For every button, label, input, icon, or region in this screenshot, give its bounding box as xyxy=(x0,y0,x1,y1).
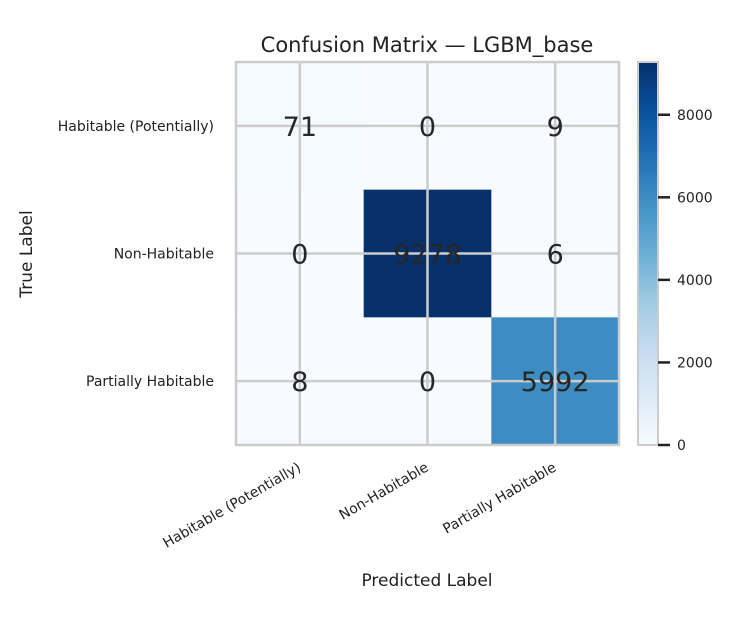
y-tick-label-0: Habitable (Potentially) xyxy=(58,119,214,135)
y-tick-labels: Habitable (Potentially) Non-Habitable Part… xyxy=(58,119,214,390)
colorbar-gradient xyxy=(637,61,659,446)
y-tick-label-1: Non-Habitable xyxy=(114,247,214,263)
colorbar-tick-label-2: 4000 xyxy=(677,273,713,289)
colorbar-tick-label-1: 2000 xyxy=(677,355,713,371)
colorbar-tick-label-4: 8000 xyxy=(677,108,713,124)
chart-title: Confusion Matrix — LGBM_base xyxy=(261,33,594,58)
x-tick-labels: Habitable (Potentially) Non-Habitable Part… xyxy=(161,460,560,552)
x-tick-label-2: Partially Habitable xyxy=(440,460,559,538)
y-tick-label-2: Partially Habitable xyxy=(86,374,214,390)
cell-value-1-2: 6 xyxy=(547,240,564,271)
cell-value-0-0: 71 xyxy=(283,112,317,143)
grid-lines xyxy=(236,62,619,445)
cell-value-0-2: 9 xyxy=(547,112,564,143)
colorbar-tick-label-0: 0 xyxy=(677,438,686,454)
plot-frame xyxy=(234,60,621,447)
cell-value-2-0: 8 xyxy=(291,367,308,398)
x-tick-label-0: Habitable (Potentially) xyxy=(161,460,304,552)
cell-value-2-2: 5992 xyxy=(521,367,590,398)
colorbar: 0 2000 4000 6000 8000 xyxy=(637,61,713,454)
cell-value-1-0: 0 xyxy=(291,240,308,271)
cell-value-0-1: 0 xyxy=(419,112,436,143)
cell-value-labels: 71 0 9 0 9278 6 8 0 5992 xyxy=(283,112,590,398)
colorbar-tick-label-3: 6000 xyxy=(677,190,713,206)
colorbar-ticks: 0 2000 4000 6000 8000 xyxy=(658,108,713,454)
x-tick-label-1: Non-Habitable xyxy=(337,460,432,524)
cell-value-1-1: 9278 xyxy=(393,240,462,271)
y-axis-label: True Label xyxy=(17,210,37,298)
x-axis-label: Predicted Label xyxy=(361,571,492,591)
cell-value-2-1: 0 xyxy=(419,367,436,398)
